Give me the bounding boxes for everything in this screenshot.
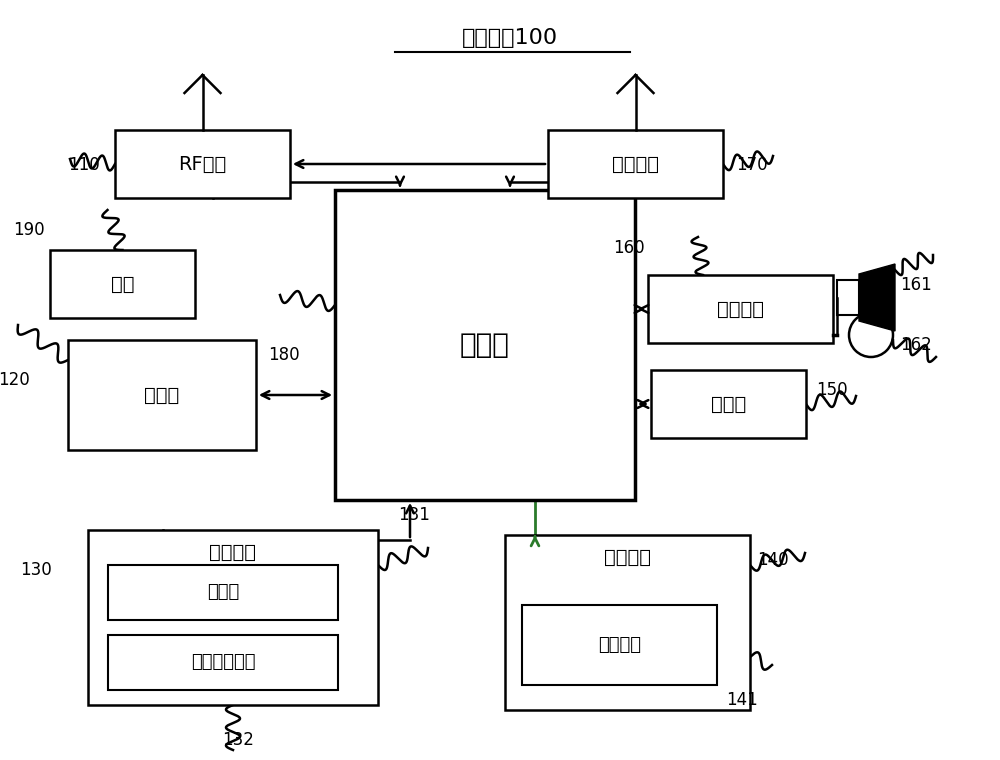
FancyBboxPatch shape [522,605,717,685]
FancyBboxPatch shape [651,370,806,438]
Text: 150: 150 [816,381,848,399]
Text: 180: 180 [268,346,300,364]
FancyBboxPatch shape [68,340,256,450]
Text: 显示面板: 显示面板 [598,636,641,654]
Text: 140: 140 [757,551,789,569]
FancyBboxPatch shape [115,130,290,198]
FancyBboxPatch shape [505,535,750,710]
Text: 传感器: 传感器 [711,394,746,413]
FancyBboxPatch shape [88,530,378,705]
Text: 其他输入设备: 其他输入设备 [191,654,255,672]
Text: 处理器: 处理器 [460,331,510,359]
FancyBboxPatch shape [50,250,195,318]
Polygon shape [859,264,895,331]
Text: 170: 170 [736,156,768,174]
Text: 110: 110 [68,156,100,174]
Text: 162: 162 [900,336,932,354]
Text: 141: 141 [726,691,758,709]
Text: 电源: 电源 [111,274,134,293]
Text: 传输模块: 传输模块 [612,154,659,173]
Text: 161: 161 [900,276,932,294]
FancyBboxPatch shape [648,275,833,343]
FancyBboxPatch shape [108,565,338,620]
Text: 电子设备100: 电子设备100 [462,28,558,48]
FancyBboxPatch shape [548,130,723,198]
FancyBboxPatch shape [335,190,635,500]
Text: 显示单元: 显示单元 [604,547,651,566]
Text: 132: 132 [222,731,254,749]
Text: 输入单元: 输入单元 [210,543,256,562]
Text: 120: 120 [0,371,30,389]
Text: 存储器: 存储器 [144,385,180,404]
Text: 130: 130 [20,561,52,579]
FancyBboxPatch shape [108,635,338,690]
Text: 131: 131 [398,506,430,524]
Text: 触摸屏: 触摸屏 [207,584,239,601]
FancyBboxPatch shape [837,280,859,315]
Text: 190: 190 [13,221,45,239]
Text: RF电路: RF电路 [178,154,227,173]
Text: 音频电路: 音频电路 [717,299,764,318]
Text: 160: 160 [613,239,645,257]
